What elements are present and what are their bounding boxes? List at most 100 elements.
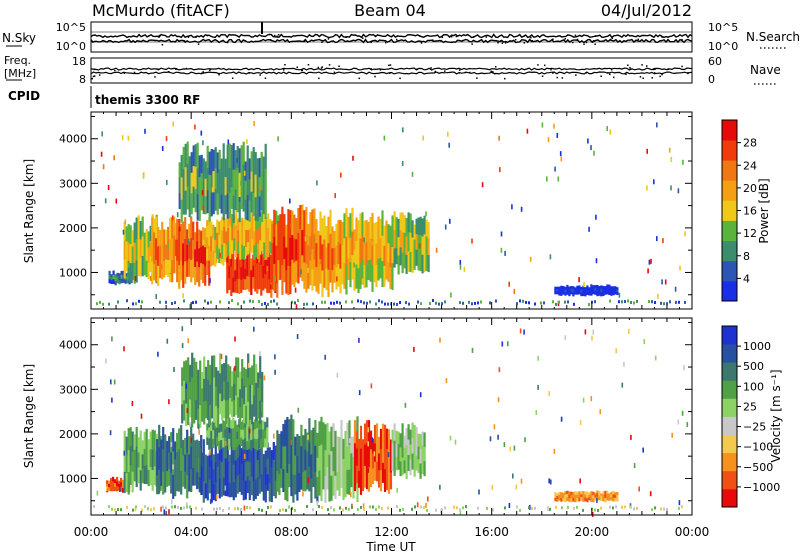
velocity-cell <box>129 446 132 466</box>
power-cell <box>202 264 205 284</box>
velocity-cell <box>108 480 111 485</box>
power-cell <box>145 244 148 262</box>
power-cell <box>161 221 164 242</box>
velocity-cell <box>195 400 198 420</box>
power-near-range <box>366 301 368 305</box>
velocity-cell <box>616 495 619 499</box>
velocity-cell <box>233 367 236 385</box>
power-echo <box>463 266 466 272</box>
power-near-range <box>237 302 239 306</box>
velocity-colorbar-swatch <box>722 488 737 508</box>
velocity-cell <box>292 474 295 503</box>
power-cell <box>602 285 605 290</box>
velocity-cell <box>600 495 603 499</box>
power-cell <box>409 213 412 234</box>
power-cell <box>202 227 205 247</box>
power-near-range <box>624 300 626 303</box>
power-near-range <box>336 300 338 304</box>
power-cell <box>267 242 270 258</box>
velocity-cell <box>572 492 575 496</box>
velocity-cell <box>316 438 319 459</box>
power-near-range <box>384 302 386 306</box>
velocity-cell <box>312 427 315 448</box>
velocity-cell <box>558 494 561 498</box>
velocity-cell <box>419 463 422 479</box>
power-cell <box>169 239 172 261</box>
velocity-cell <box>242 429 245 441</box>
power-near-range <box>495 299 497 303</box>
power-cell <box>208 217 211 232</box>
power-echo <box>498 135 500 141</box>
power-cell <box>246 145 249 171</box>
power-cell <box>210 171 213 195</box>
velocity-cell <box>244 462 247 482</box>
power-cell <box>279 235 282 259</box>
power-cell <box>204 228 207 248</box>
velocity-cell <box>232 438 235 451</box>
velocity-near-range <box>150 508 152 512</box>
velocity-cell <box>139 470 142 491</box>
velocity-echo <box>686 422 689 428</box>
power-cell <box>407 232 410 253</box>
velocity-cell <box>252 460 255 482</box>
velocity-cell <box>246 460 249 478</box>
power-cell <box>204 247 207 267</box>
velocity-cell <box>421 445 424 461</box>
power-near-range <box>429 302 431 305</box>
power-near-range <box>330 301 332 305</box>
velocity-ylabel: Slant Range [km] <box>22 364 36 468</box>
power-near-range <box>468 300 470 304</box>
power-cell <box>339 244 342 270</box>
velocity-cell <box>357 438 361 456</box>
power-cell <box>234 189 237 210</box>
power-echo <box>556 132 559 138</box>
velocity-cell <box>254 419 257 430</box>
power-near-range <box>669 300 671 304</box>
power-echo <box>648 259 651 265</box>
power-cell <box>305 263 308 293</box>
power-echo <box>176 212 179 218</box>
power-cell <box>291 210 294 236</box>
velocity-cell <box>223 381 226 401</box>
power-cell <box>218 235 221 250</box>
velocity-echo <box>140 413 143 419</box>
power-cell <box>590 284 593 289</box>
power-cell <box>252 254 255 267</box>
velocity-echo <box>520 478 523 484</box>
velocity-cell <box>205 366 208 385</box>
velocity-cell <box>290 468 293 497</box>
power-cell <box>610 286 613 290</box>
nave-tick-low: 0 <box>708 73 715 86</box>
power-cell <box>216 172 219 195</box>
velocity-cell <box>586 494 589 499</box>
power-echo <box>526 128 529 134</box>
velocity-cell <box>594 492 597 496</box>
velocity-cell <box>176 432 179 453</box>
power-cell <box>225 231 228 245</box>
velocity-cell <box>356 416 359 446</box>
power-cell <box>383 265 386 287</box>
power-cell <box>184 167 187 192</box>
power-cell <box>359 263 362 290</box>
power-region <box>311 208 344 298</box>
power-echo <box>401 161 404 166</box>
velocity-near-range <box>630 505 632 509</box>
velocity-cell <box>236 440 239 459</box>
velocity-near-range <box>414 505 416 509</box>
power-echo <box>459 264 462 270</box>
power-cell <box>375 221 378 244</box>
power-cell <box>590 287 593 293</box>
velocity-cell <box>419 434 422 450</box>
power-cell <box>216 232 219 247</box>
velocity-cell <box>216 480 219 494</box>
velocity-echo <box>387 452 390 458</box>
velocity-near-range <box>426 508 428 512</box>
velocity-echo <box>513 445 516 451</box>
velocity-cell <box>211 355 214 377</box>
velocity-cell <box>292 446 295 476</box>
power-echo <box>289 198 291 204</box>
velocity-cell <box>221 382 224 402</box>
power-cell <box>586 291 589 295</box>
power-echo <box>300 269 302 275</box>
power-cell <box>167 226 170 244</box>
